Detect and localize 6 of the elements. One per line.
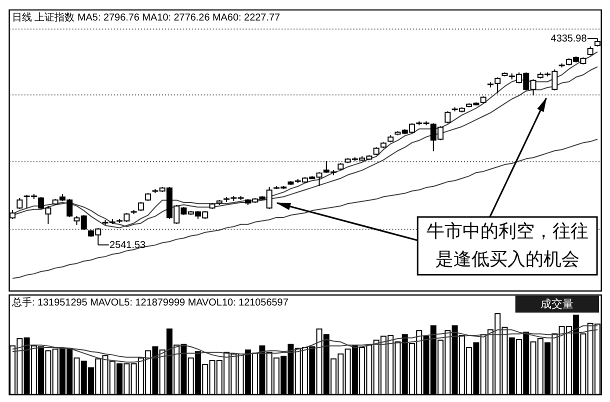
text: 成交量 bbox=[540, 298, 574, 311]
annotation: 牛市中的利空，往往是逢低买入的机会 bbox=[426, 220, 588, 269]
annotation: 4335.98 bbox=[550, 33, 588, 44]
chart-title: 日线 上证指数 MA5: 2796.76 MA10: 2776.26 MA60: 2227.77 bbox=[12, 12, 280, 24]
chart-title: 总手: 131951295 MAVOL5: 121879999 MAVOL10: 121056597 bbox=[10, 296, 289, 309]
annotation: 2541.53 bbox=[110, 240, 146, 251]
